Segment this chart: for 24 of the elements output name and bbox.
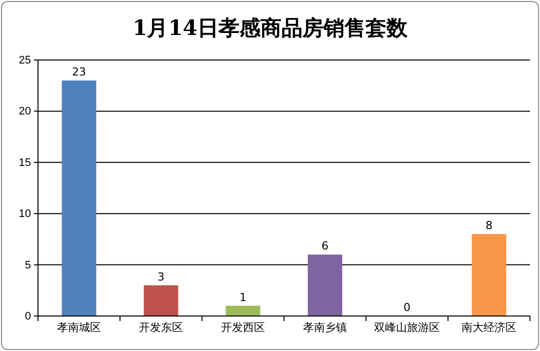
y-tick-label: 5	[24, 259, 31, 272]
y-tick-label: 20	[18, 106, 31, 118]
data-label: 23	[72, 65, 86, 78]
data-label: 0	[404, 301, 410, 314]
y-tick-label: 25	[18, 54, 31, 67]
y-tick-label: 0	[24, 310, 31, 323]
data-label: 1	[240, 290, 246, 304]
chart-title: 1月14日孝感商品房销售套数	[132, 15, 408, 40]
bar	[308, 254, 342, 316]
x-tick-label: 孝南城区	[57, 321, 101, 334]
data-label: 6	[322, 240, 328, 253]
bar	[226, 306, 260, 316]
x-tick-label: 开发东区	[139, 321, 183, 334]
bar	[144, 285, 178, 316]
data-label: 3	[158, 270, 164, 284]
x-tick-label: 开发西区	[221, 322, 265, 334]
data-label: 8	[486, 219, 492, 232]
y-tick-label: 15	[18, 156, 31, 169]
bar	[62, 80, 96, 316]
x-tick-label: 孝南乡镇	[303, 321, 347, 334]
x-tick-label: 双峰山旅游区	[374, 321, 440, 334]
y-tick-label: 10	[18, 208, 31, 220]
x-tick-label: 南大经济区	[462, 321, 516, 334]
bar	[472, 234, 506, 316]
